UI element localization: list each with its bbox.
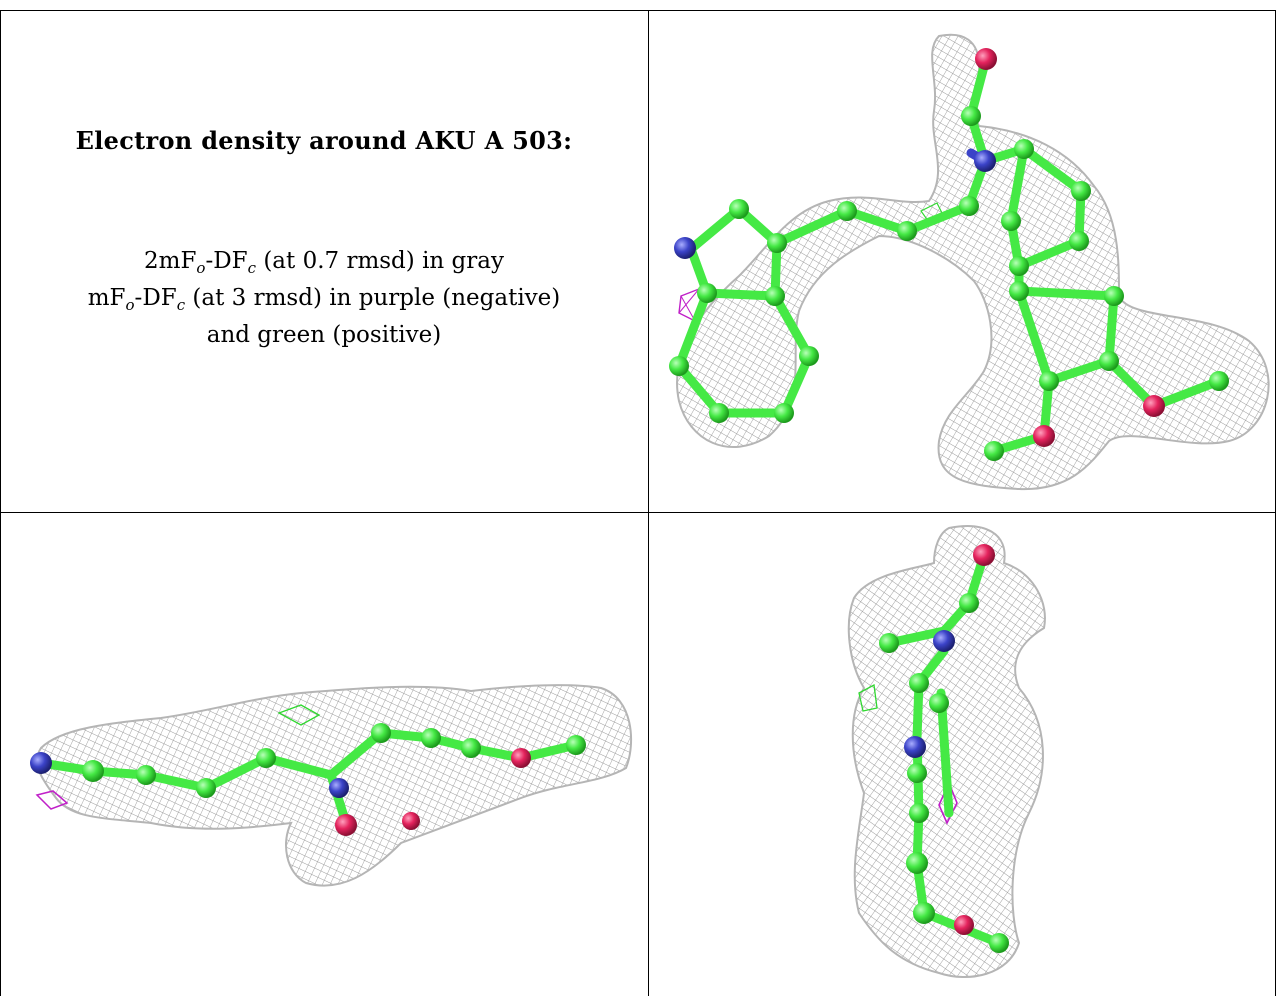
legend-line-colors: and green (positive) (206, 322, 442, 348)
molecule-view-end-on (847, 525, 1046, 979)
column-divider (648, 10, 649, 996)
nitrogen-atoms (904, 630, 955, 758)
border-left (0, 10, 1, 996)
oxygen-atoms (975, 48, 1165, 447)
panel-top-right (649, 11, 1275, 512)
molecule-view-side-on (30, 684, 632, 887)
nitrogen-atoms (30, 752, 349, 798)
carbon-atoms (669, 106, 1229, 461)
row-divider (0, 512, 1276, 513)
legend-line-2mfo: 2mFo-DFc (at 0.7 rmsd) in gray (144, 248, 504, 277)
legend-cell: Electron density around AKU A 503: 2mFo-… (0, 11, 648, 512)
molecule-view-face-on (669, 33, 1270, 491)
legend-line-mfo: mFo-DFc (at 3 rmsd) in purple (negative) (87, 285, 561, 314)
positive-density-blob (858, 683, 878, 712)
border-top (0, 10, 1276, 11)
oxygen-atoms (335, 748, 531, 836)
legend-description: 2mFo-DFc (at 0.7 rmsd) in gray mFo-DFc (… (0, 243, 648, 354)
positive-density-blob (277, 704, 321, 726)
negative-density-blob (35, 790, 69, 810)
panel-bottom-right (649, 513, 1275, 996)
negative-density-blob (938, 780, 958, 825)
legend-title: Electron density around AKU A 503: (75, 126, 573, 155)
oxygen-atoms (954, 544, 995, 935)
carbon-atoms (879, 593, 1009, 953)
nitrogen-atoms (674, 150, 996, 259)
panel-bottom-left (1, 513, 648, 996)
carbon-atoms (82, 723, 586, 798)
